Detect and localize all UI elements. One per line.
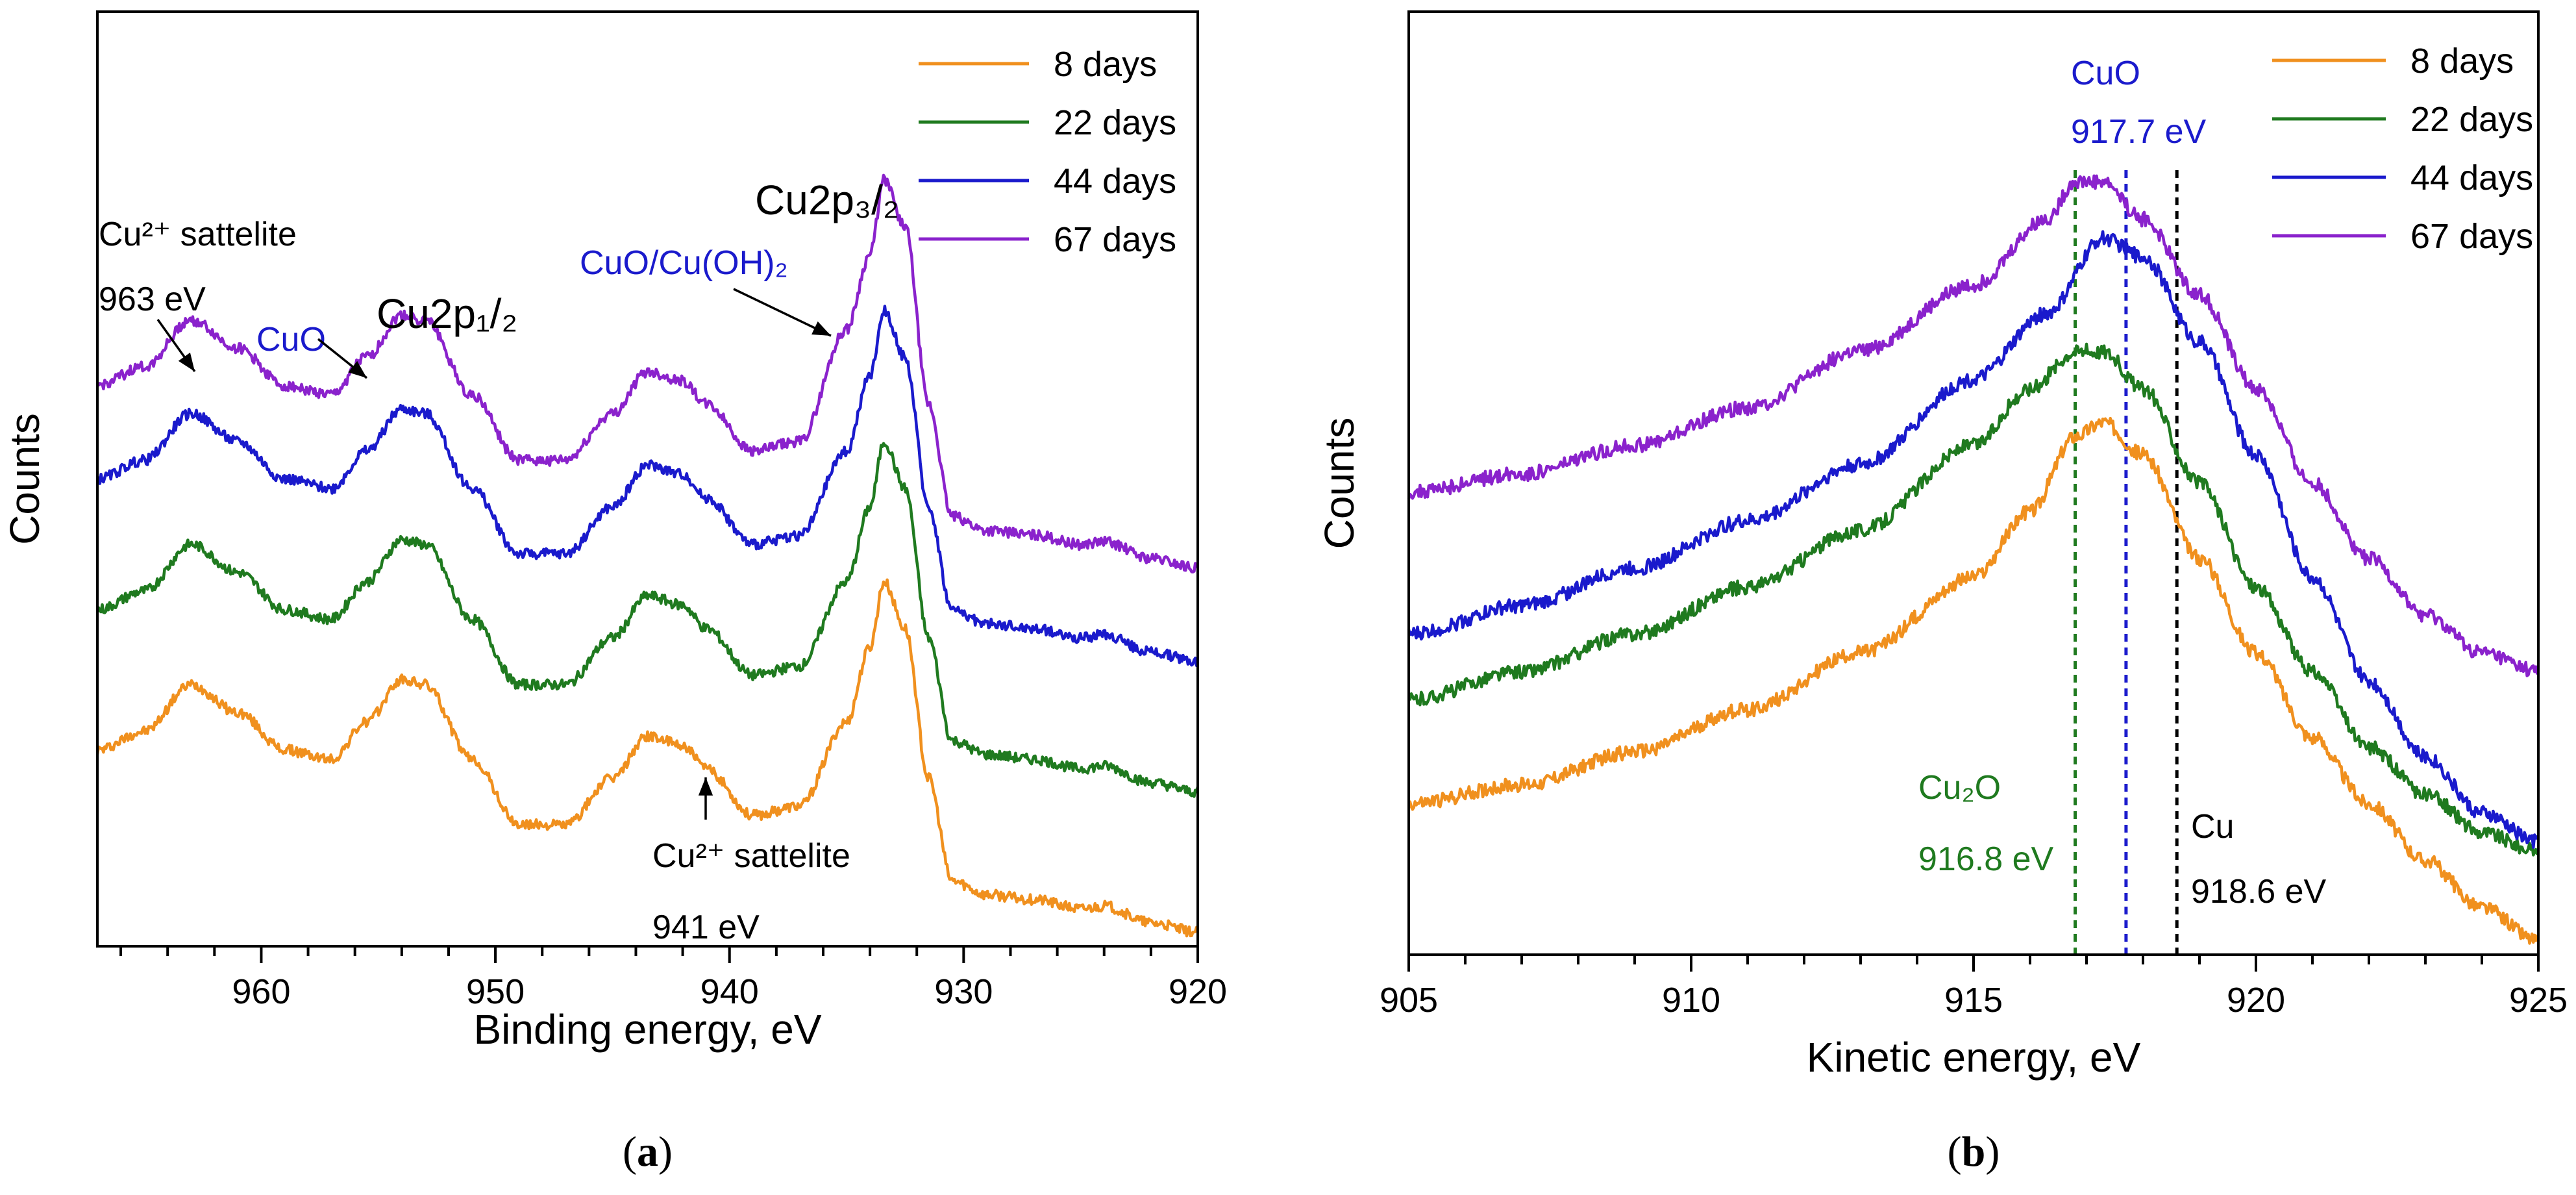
annotation-arrowhead (698, 777, 713, 796)
x-axis-label: Binding energy, eV (473, 1006, 821, 1053)
plot-frame (96, 10, 1199, 948)
legend-label: 44 days (1054, 162, 1176, 201)
series-line-22-days (1408, 342, 2539, 857)
x-tick-label: 920 (1169, 972, 1227, 1011)
x-tick-label: 940 (700, 972, 759, 1011)
annotation-text: Cu₂O (1918, 769, 2001, 807)
x-tick-label: 925 (2509, 981, 2568, 1020)
series-line-44-days (96, 305, 1200, 668)
series-line-8-days (1407, 416, 2540, 945)
legend-label: 8 days (1054, 45, 1157, 84)
panel-label-letter: a (637, 1128, 658, 1176)
x-tick-label: 905 (1380, 981, 1438, 1020)
annotation-text: Cu²⁺ sattelite (652, 837, 850, 875)
y-axis-label: Counts (1, 413, 48, 545)
panel-b: 905 910 915 920 925 Kinetic energy, eV Counts (… (1316, 10, 2568, 1176)
legend-label: 44 days (2410, 158, 2533, 197)
panel-label-letter: b (1962, 1128, 1986, 1176)
annotation-arrowhead (178, 352, 195, 371)
annotation-arrowhead (811, 321, 831, 336)
x-tick-label: 920 (2227, 981, 2285, 1020)
series-line-22-days (95, 442, 1200, 798)
legend-label: 22 days (1054, 103, 1176, 142)
panel-a: 960 950 940 930 920 Binding energy, eV Counts (… (1, 10, 1227, 1176)
panel-label-close: ) (658, 1128, 673, 1176)
annotation-text: Cu²⁺ sattelite (99, 216, 297, 253)
panel-label-close: ) (1985, 1128, 2000, 1176)
annotation-text: 963 eV (99, 281, 206, 318)
annotation-text: CuO (256, 321, 326, 359)
legend-label: 67 days (1054, 220, 1176, 259)
annotation-arrowhead (348, 360, 367, 378)
series-line-8-days (95, 578, 1200, 938)
panel-label-open: ( (623, 1128, 637, 1176)
annotation-text: 941 eV (652, 909, 760, 946)
annotation-text: CuO/Cu(OH)₂ (580, 244, 788, 282)
annotation-text: Cu (2191, 808, 2234, 846)
legend-label: 22 days (2410, 100, 2533, 139)
x-tick-label: 930 (934, 972, 993, 1011)
annotation-text: CuO (2071, 55, 2140, 92)
panel-label: (b) (1948, 1128, 2000, 1176)
y-axis-label: Counts (1316, 418, 1363, 549)
legend-label: 8 days (2410, 42, 2514, 81)
x-tick-label: 910 (1662, 981, 1720, 1020)
x-tick-label: 950 (466, 972, 525, 1011)
annotation-text: 918.6 eV (2191, 873, 2326, 911)
annotation-text: Cu2p₃/₂ (755, 177, 899, 223)
plot-frame (1407, 10, 2540, 956)
x-tick-label: 960 (232, 972, 290, 1011)
annotation-text: 916.8 eV (1918, 840, 2053, 878)
x-axis-label: Kinetic energy, eV (1807, 1034, 2141, 1081)
series-line-67-days (1407, 174, 2540, 677)
series-line-67-days (95, 173, 1198, 573)
series-line-44-days (1407, 230, 2540, 849)
x-tick-label: 915 (1944, 981, 2003, 1020)
panel-label: (a) (623, 1128, 673, 1176)
annotation-text: 917.7 eV (2071, 113, 2206, 151)
legend-label: 67 days (2410, 217, 2533, 256)
annotation-text: Cu2p₁/₂ (377, 290, 517, 337)
panel-label-open: ( (1948, 1128, 1962, 1176)
